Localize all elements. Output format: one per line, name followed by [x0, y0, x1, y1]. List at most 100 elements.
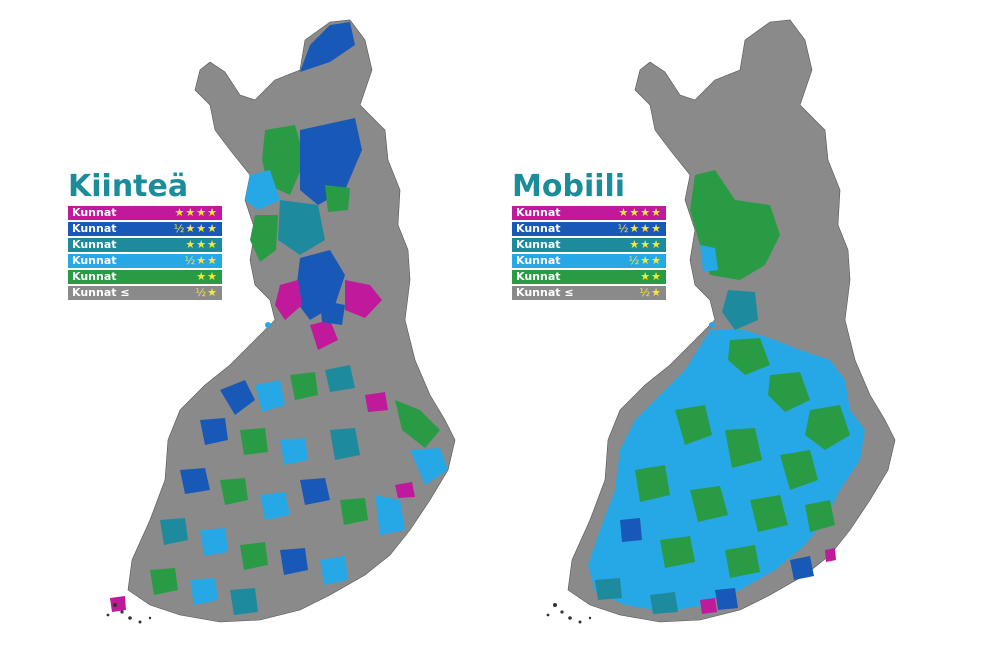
region-green-h: [690, 486, 728, 522]
stars-icon: ½★: [639, 286, 662, 299]
region-green-l: [725, 545, 760, 578]
region-oulu-teal: [722, 290, 758, 330]
region-central-mosaic: [588, 330, 865, 612]
region-blue-c: [790, 556, 814, 580]
stars-icon: ½★★: [184, 254, 218, 267]
legend-label: Kunnat: [72, 222, 117, 235]
legend-row: Kunnat ≤ ½★: [512, 286, 666, 300]
legend-row: Kunnat ★★: [512, 270, 666, 284]
archipelago: [546, 322, 715, 624]
region-south-i: [340, 498, 368, 525]
stars-icon: ★★★: [185, 238, 218, 251]
region-south-b: [240, 428, 268, 455]
region-south-e: [180, 468, 210, 494]
legend-row: Kunnat ★★★★: [68, 206, 222, 220]
region-east-c: [395, 482, 415, 498]
finland-map-kiintea: [106, 19, 456, 624]
stars-icon: ★★: [196, 270, 218, 283]
region-south-j: [160, 518, 188, 545]
legend-row: Kunnat ★★★: [68, 238, 222, 252]
legend-row: Kunnat ≤ ½★: [68, 286, 222, 300]
region-lapland-e: [250, 215, 278, 262]
legend-label: Kunnat: [516, 206, 561, 219]
legend-label: Kunnat: [516, 222, 561, 235]
region-south-l: [240, 542, 268, 570]
region-green-j: [805, 500, 835, 532]
archipelago: [106, 322, 271, 624]
region-green-a: [728, 338, 770, 375]
region-south-p: [190, 578, 218, 605]
region-oulu-blue: [700, 245, 718, 272]
stars-icon: ½★: [195, 286, 218, 299]
legend-row: Kunnat ½★★: [68, 254, 222, 268]
region-south-m: [280, 548, 308, 575]
region-south-k: [200, 528, 228, 556]
region-east-a: [395, 400, 440, 448]
region-lapland-a: [262, 125, 305, 195]
legend-label: Kunnat: [516, 238, 561, 251]
map-panel-mobiili: Mobiili Kunnat ★★★★ Kunnat ½★★★ Kunnat ★…: [500, 0, 1000, 666]
region-south-h: [300, 478, 330, 505]
region-green-c: [805, 405, 850, 450]
region-central-c: [290, 372, 318, 400]
legend-label: Kunnat: [72, 254, 117, 267]
stars-icon: ½★★★: [173, 222, 218, 235]
region-magenta-a: [700, 598, 717, 614]
region-green-e: [725, 428, 762, 468]
stars-icon: ★★★★: [618, 206, 662, 219]
legend-label: Kunnat ≤: [72, 286, 130, 299]
region-central-a: [220, 380, 255, 415]
legend-row: Kunnat ★★: [68, 270, 222, 284]
region-blue-a: [620, 518, 642, 542]
region-east-b: [410, 448, 448, 485]
legend-mobiili: Mobiili Kunnat ★★★★ Kunnat ½★★★ Kunnat ★…: [512, 170, 666, 302]
finland-outline: [127, 19, 456, 623]
region-central-b: [255, 380, 285, 412]
region-blue-b: [715, 588, 738, 610]
stars-icon: ½★★: [628, 254, 662, 267]
map-title: Kiinteä: [68, 169, 189, 204]
region-green-d: [675, 405, 712, 445]
legend-label: Kunnat: [72, 238, 117, 251]
legend-label: Kunnat: [72, 270, 117, 283]
legend-kiintea: Kiinteä Kunnat ★★★★ Kunnat ½★★★ Kunnat ★…: [68, 170, 222, 302]
region-south-d: [330, 428, 360, 460]
legend-label: Kunnat: [72, 206, 117, 219]
stars-icon: ★★★: [629, 238, 662, 251]
legend-label: Kunnat ≤: [516, 286, 574, 299]
region-green-g: [635, 465, 670, 502]
region-oulu-d: [310, 320, 338, 350]
region-south-a: [200, 418, 228, 445]
region-oulu-e: [320, 300, 345, 325]
region-south-n: [320, 556, 348, 585]
region-green-k: [660, 536, 695, 568]
region-east-d: [375, 495, 405, 535]
legend-row: Kunnat ½★★★: [512, 222, 666, 236]
region-teal-b: [650, 592, 678, 614]
region-south-c: [280, 438, 308, 465]
region-oulu-c: [345, 280, 382, 318]
legend-label: Kunnat: [516, 254, 561, 267]
region-green-f: [780, 450, 818, 490]
map-panel-kiintea: Kiinteä Kunnat ★★★★ Kunnat ½★★★ Kunnat ★…: [68, 19, 456, 624]
region-lapland-d: [278, 200, 325, 255]
region-lapland-f: [325, 185, 350, 212]
stars-icon: ½★★★: [617, 222, 662, 235]
region-oulu-b: [275, 280, 302, 320]
region-lapland-b: [300, 118, 362, 205]
region-south-g: [260, 492, 290, 520]
legend-row: Kunnat ½★★★: [68, 222, 222, 236]
region-central-e: [365, 392, 388, 412]
region-enontekio: [300, 22, 355, 72]
legend-row: Kunnat ★★★: [512, 238, 666, 252]
region-magenta-b: [825, 548, 836, 562]
finland-map-mobiili: [546, 19, 896, 624]
region-green-i: [750, 495, 788, 532]
map-title: Mobiili: [512, 169, 626, 204]
stars-icon: ★★★★: [174, 206, 218, 219]
legend-row: Kunnat ½★★: [512, 254, 666, 268]
region-lapland-c: [245, 170, 280, 210]
region-green-b: [768, 372, 810, 412]
region-central-d: [325, 365, 355, 392]
stars-icon: ★★: [640, 270, 662, 283]
